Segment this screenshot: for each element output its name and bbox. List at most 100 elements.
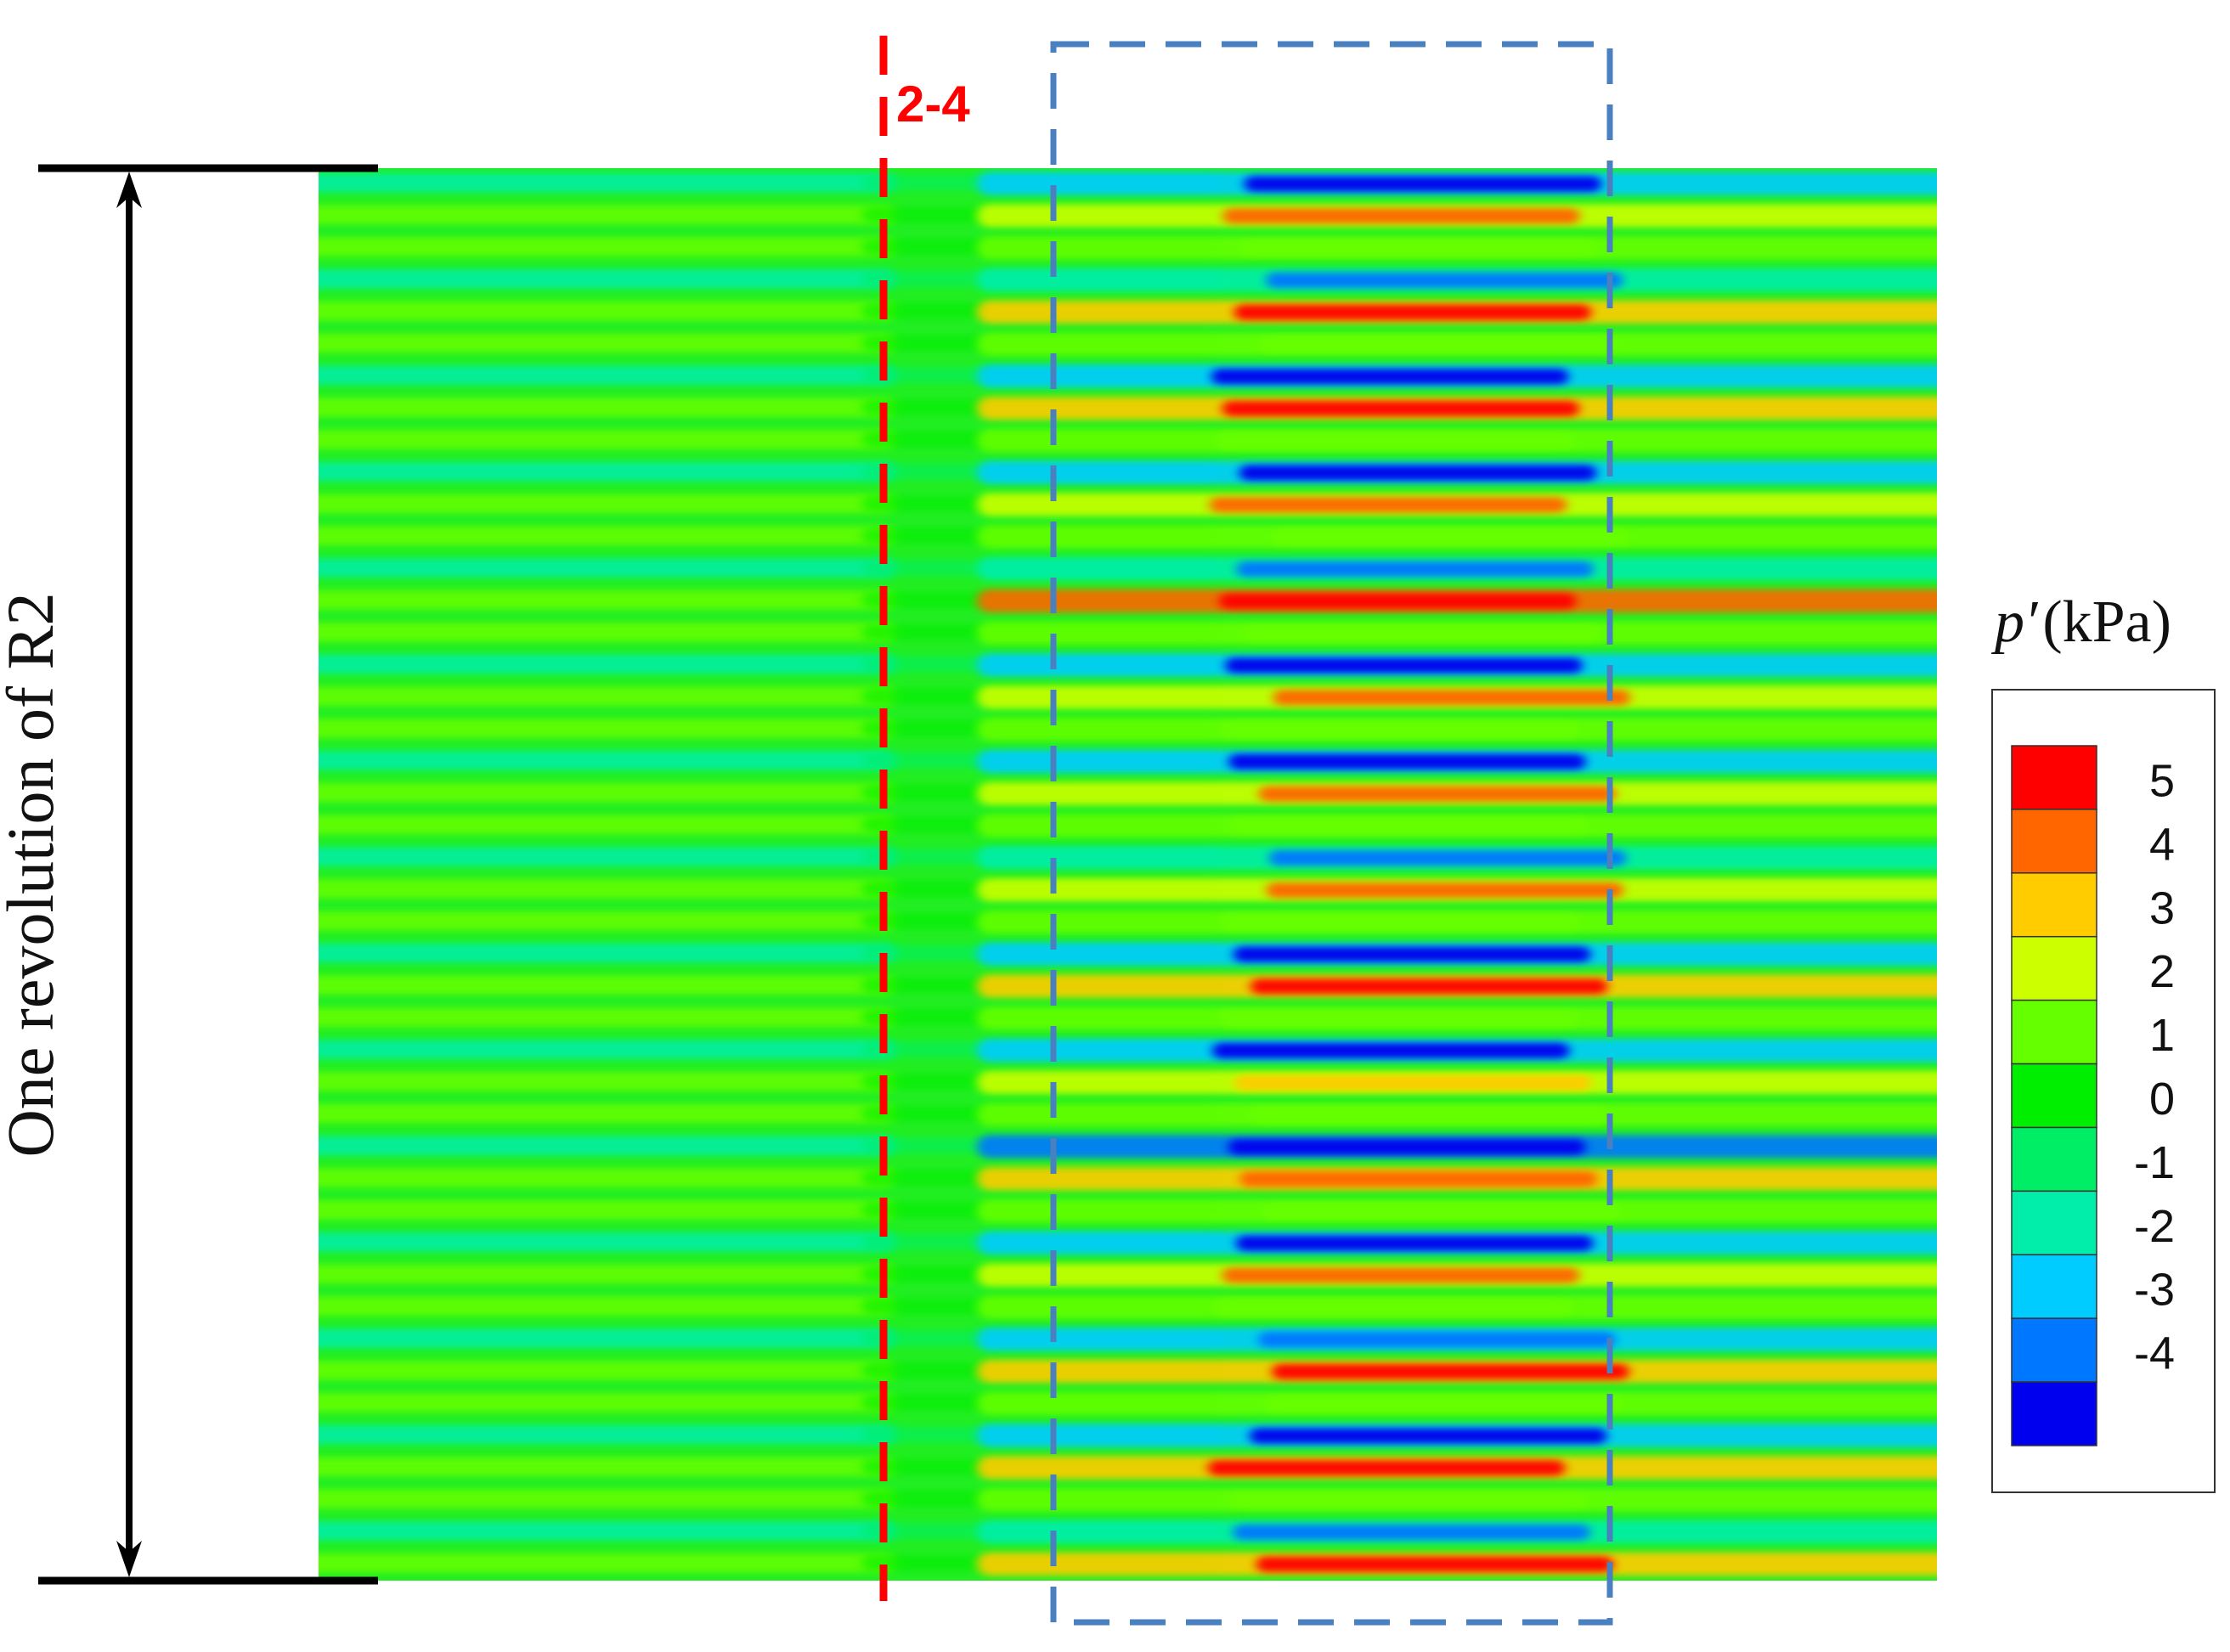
pressure-band (319, 943, 896, 963)
pressure-band (319, 1168, 896, 1188)
colorbar-swatch (2011, 999, 2097, 1065)
pressure-band (1222, 1267, 1579, 1283)
colorbar-tick-label: -3 (2134, 1265, 2175, 1316)
pressure-band (1263, 1203, 1621, 1220)
pressure-band (319, 205, 896, 225)
pressure-band (319, 1521, 896, 1541)
pressure-band (1236, 561, 1594, 578)
pressure-band (319, 1071, 896, 1091)
colorbar-swatch (2011, 1254, 2097, 1319)
pressure-band (1256, 1556, 1613, 1572)
pressure-band (319, 1040, 896, 1059)
pressure-band (319, 333, 896, 353)
colorbar-tick-label: 1 (2149, 1010, 2175, 1061)
pressure-band (319, 1489, 896, 1508)
pressure-band (319, 1200, 896, 1220)
colorbar-tick-label: 3 (2149, 882, 2175, 933)
pressure-band (319, 975, 896, 995)
pressure-band (1244, 176, 1601, 192)
pressure-band (1228, 753, 1586, 770)
pressure-band (319, 172, 896, 193)
pressure-band (319, 750, 896, 770)
pressure-band (1250, 978, 1608, 995)
pressure-band (319, 1136, 896, 1156)
pressure-bands (319, 172, 1937, 1576)
pressure-band (1222, 721, 1579, 738)
colorbar-swatch (2011, 1063, 2097, 1129)
pressure-band (319, 430, 896, 449)
colorbar-tick-label: 0 (2149, 1074, 2175, 1125)
pressure-band (319, 1553, 896, 1573)
colorbar-tick-label: -4 (2134, 1328, 2175, 1379)
colorbar-title: p′(kPa) (1990, 589, 2171, 655)
pressure-band (1244, 625, 1601, 641)
pressure-band (1219, 593, 1577, 609)
pressure-band (1234, 946, 1591, 962)
pressure-band (319, 911, 896, 931)
pressure-band (1272, 529, 1629, 545)
pressure-band (1264, 1395, 1622, 1412)
pressure-band (319, 493, 896, 514)
pressure-band (1258, 786, 1616, 802)
colorbar-unit: (kPa) (2042, 589, 2171, 655)
stage-marker: 2-4 (879, 36, 970, 1601)
pressure-band (1234, 1074, 1591, 1091)
pressure-band (319, 782, 896, 803)
pressure-band (1210, 497, 1567, 513)
colorbar-swatch (2011, 1126, 2097, 1192)
highlight-region-box (1050, 41, 1613, 1626)
colorbar: p′(kPa) 5 4 3 2 1 0 -1 -2 -3 -4 (1990, 589, 2216, 1493)
pressure-band (319, 1264, 896, 1284)
pressure-band (319, 719, 896, 738)
pressure-band (1234, 304, 1591, 320)
pressure-band (319, 1392, 896, 1412)
colorbar-swatch (2011, 872, 2097, 938)
pressure-band (1239, 1171, 1597, 1187)
pressure-band (1240, 240, 1598, 257)
pressure-band (319, 879, 896, 899)
pressure-band (1221, 1011, 1578, 1027)
pressure-band (1233, 1524, 1590, 1540)
colorbar-tick-labels: 5 4 3 2 1 0 -1 -2 -3 -4 (2134, 755, 2175, 1379)
pressure-band (1266, 272, 1623, 288)
colorbar-swatch (2011, 745, 2097, 810)
pressure-band (1250, 1107, 1607, 1123)
colorbar-tick-label: 4 (2149, 819, 2175, 870)
pressure-band (1272, 1363, 1629, 1380)
pressure-band (1222, 208, 1580, 224)
colorbar-swatch (2011, 935, 2097, 1001)
colorbar-swatch (2011, 1190, 2097, 1256)
pressure-band (319, 654, 896, 674)
pressure-band (1236, 1235, 1594, 1251)
pressure-band (1212, 1042, 1570, 1059)
pressure-band (319, 1296, 896, 1317)
stage-marker-label: 2-4 (896, 76, 970, 132)
pressure-band (319, 365, 896, 386)
pressure-band (319, 1232, 896, 1252)
revolution-span-marker: One revolution of R2 (0, 164, 378, 1585)
colorbar-tick-label: 5 (2149, 755, 2175, 806)
colorbar-swatch (2011, 809, 2097, 874)
pressure-band (319, 1457, 896, 1477)
pressure-band (1225, 657, 1583, 674)
colorbar-tick-label: -2 (2134, 1201, 2175, 1252)
pressure-band (1228, 1139, 1585, 1155)
pressure-band (319, 301, 896, 321)
pressure-band (319, 526, 896, 546)
span-arrow-head-up (116, 172, 142, 208)
pressure-band (1222, 914, 1579, 930)
pressure-band (1259, 336, 1617, 352)
colorbar-tick-label: 2 (2149, 946, 2175, 997)
pressure-band (319, 622, 896, 642)
pressure-band (1207, 1460, 1565, 1476)
pressure-band (1222, 401, 1579, 417)
pressure-band (1211, 369, 1569, 385)
pressure-band (1215, 1300, 1572, 1316)
pressure-band (319, 461, 896, 482)
pressure-band (1230, 818, 1588, 834)
pressure-band (319, 1103, 896, 1124)
pressure-band (319, 397, 896, 417)
pressure-band (319, 1007, 896, 1028)
pressure-band (319, 269, 896, 289)
